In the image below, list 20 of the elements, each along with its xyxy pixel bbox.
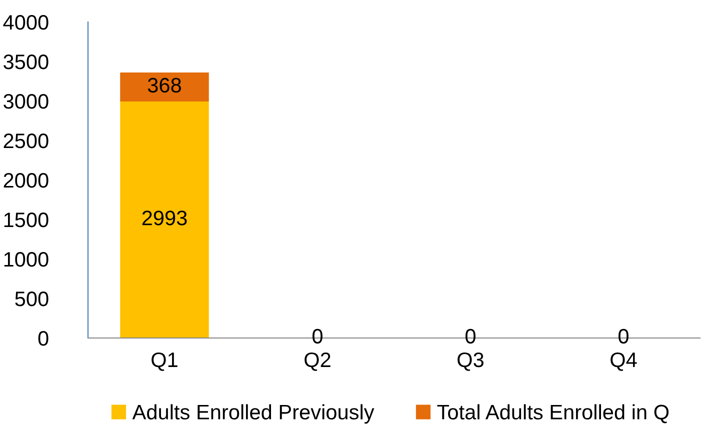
y-tick-label: 0 [38, 331, 48, 346]
y-tick-label: 3500 [4, 54, 48, 70]
y-tick-label: 1000 [4, 252, 48, 267]
data-label: 2993 [142, 210, 187, 226]
y-tick-label: 4000 [3, 15, 48, 30]
x-tick-label: Q4 [610, 352, 637, 371]
x-tick-label: Q2 [304, 352, 330, 371]
data-label: 0 [618, 328, 628, 344]
legend-label: Total Adults Enrolled in Q [437, 404, 669, 424]
data-label: 0 [466, 328, 476, 344]
data-label: 0 [312, 328, 322, 344]
y-tick-label: 2500 [4, 134, 48, 148]
y-tick-label: 1500 [4, 212, 48, 228]
legend-label: Adults Enrolled Previously [132, 404, 374, 424]
x-tick-label: Q3 [458, 352, 484, 371]
y-tick-label: 2000 [4, 173, 48, 188]
x-tick-label: Q1 [152, 352, 178, 371]
data-label: 368 [148, 78, 181, 93]
y-tick-label: 500 [15, 292, 48, 306]
y-tick-label: 3000 [4, 94, 48, 109]
